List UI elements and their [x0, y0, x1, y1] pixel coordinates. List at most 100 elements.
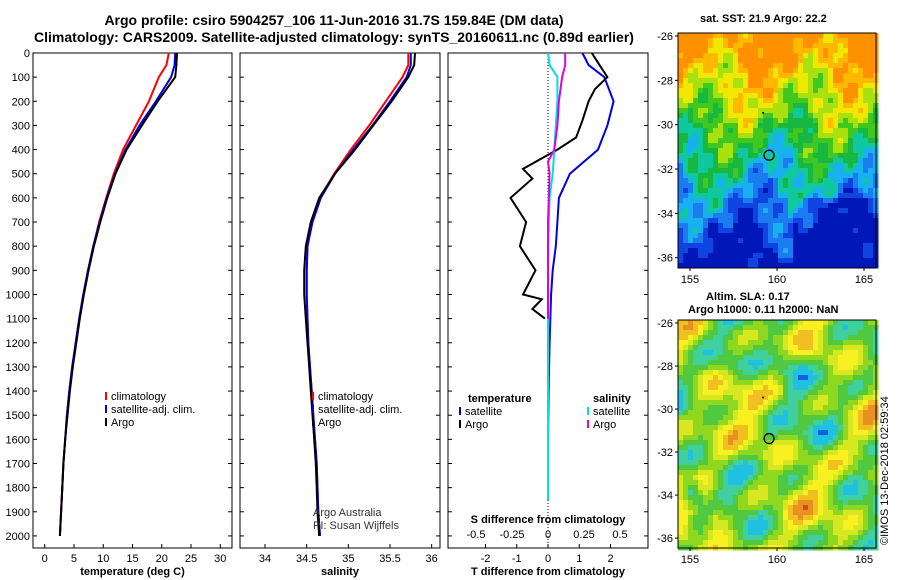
map-cell	[813, 223, 819, 229]
map-cell	[688, 43, 694, 49]
map-cell	[808, 485, 814, 491]
map-cell	[833, 425, 839, 431]
map-cell	[713, 208, 719, 214]
map-cell	[803, 380, 809, 386]
map-cell	[853, 390, 859, 396]
map-cell	[743, 243, 749, 249]
map-cell	[763, 63, 769, 69]
map-cell	[828, 68, 834, 74]
map-cell	[758, 118, 764, 124]
map-cell	[808, 248, 814, 254]
map-cell	[803, 355, 809, 361]
map-cell	[813, 320, 819, 326]
map-cell	[683, 163, 689, 169]
map-cell	[748, 425, 754, 431]
map-cell	[723, 223, 729, 229]
map-cell	[783, 510, 789, 516]
map-cell	[813, 380, 819, 386]
map-cell	[818, 113, 824, 119]
map-cell	[788, 375, 794, 381]
map-cell	[808, 425, 814, 431]
map-cell	[713, 88, 719, 94]
map-cell	[758, 203, 764, 209]
map-cell	[693, 198, 699, 204]
map-cell	[678, 465, 684, 471]
map-cell	[818, 158, 824, 164]
map-cell	[848, 405, 854, 411]
map-cell	[688, 133, 694, 139]
x-tick-label: 1	[576, 553, 582, 565]
map-cell	[688, 188, 694, 194]
map-cell	[783, 365, 789, 371]
map-cell	[753, 213, 759, 219]
map-cell	[828, 138, 834, 144]
map-cell	[703, 355, 709, 361]
map-cell	[678, 500, 684, 506]
map-cell	[808, 168, 814, 174]
map-cell	[678, 258, 684, 264]
map-cell	[788, 485, 794, 491]
map-cell	[753, 243, 759, 249]
map-cell	[798, 203, 804, 209]
map-cell	[708, 238, 714, 244]
map-cell	[858, 223, 864, 229]
map-cell	[823, 103, 829, 109]
map-cell	[708, 380, 714, 386]
map-cell	[838, 73, 844, 79]
map-cell	[773, 173, 779, 179]
map-cell	[813, 455, 819, 461]
map-cell	[698, 375, 704, 381]
map-cell	[818, 163, 824, 169]
map-cell	[803, 198, 809, 204]
map-cell	[753, 475, 759, 481]
map-cell	[848, 93, 854, 99]
map-cell	[768, 263, 774, 269]
map-cell	[773, 355, 779, 361]
map-cell	[758, 410, 764, 416]
map-cell	[703, 540, 709, 546]
map-cell	[743, 410, 749, 416]
map-cell	[798, 163, 804, 169]
map-cell	[753, 198, 759, 204]
map-cell	[743, 335, 749, 341]
map-cell	[713, 73, 719, 79]
map-cell	[833, 213, 839, 219]
map-cell	[773, 375, 779, 381]
map-cell	[693, 375, 699, 381]
map-cell	[758, 73, 764, 79]
map-cell	[858, 103, 864, 109]
x-tick-label: 25	[185, 553, 197, 565]
map-cell	[738, 98, 744, 104]
map-cell	[688, 108, 694, 114]
x-tick-label: 20	[156, 553, 168, 565]
map-cell	[823, 63, 829, 69]
map-cell	[718, 445, 724, 451]
map-cell	[823, 375, 829, 381]
map-cell	[798, 475, 804, 481]
map-cell	[683, 183, 689, 189]
map-cell	[848, 380, 854, 386]
map-cell	[833, 143, 839, 149]
map-cell	[828, 525, 834, 531]
map-cell	[688, 500, 694, 506]
map-cell	[808, 520, 814, 526]
map-cell	[758, 253, 764, 259]
map-cell	[708, 355, 714, 361]
map-cell	[813, 505, 819, 511]
map-cell	[783, 485, 789, 491]
map-cell	[688, 128, 694, 134]
depth-tick-label: 1100	[6, 314, 30, 326]
map-cell	[703, 138, 709, 144]
map-cell	[798, 68, 804, 74]
map-cell	[703, 525, 709, 531]
map-cell	[758, 258, 764, 264]
map-cell	[863, 178, 869, 184]
map-cell	[768, 365, 774, 371]
map-cell	[778, 395, 784, 401]
map-cell	[728, 138, 734, 144]
map-cell	[813, 158, 819, 164]
map-cell	[683, 48, 689, 54]
map-cell	[743, 38, 749, 44]
map-cell	[818, 420, 824, 426]
map-cell	[763, 208, 769, 214]
